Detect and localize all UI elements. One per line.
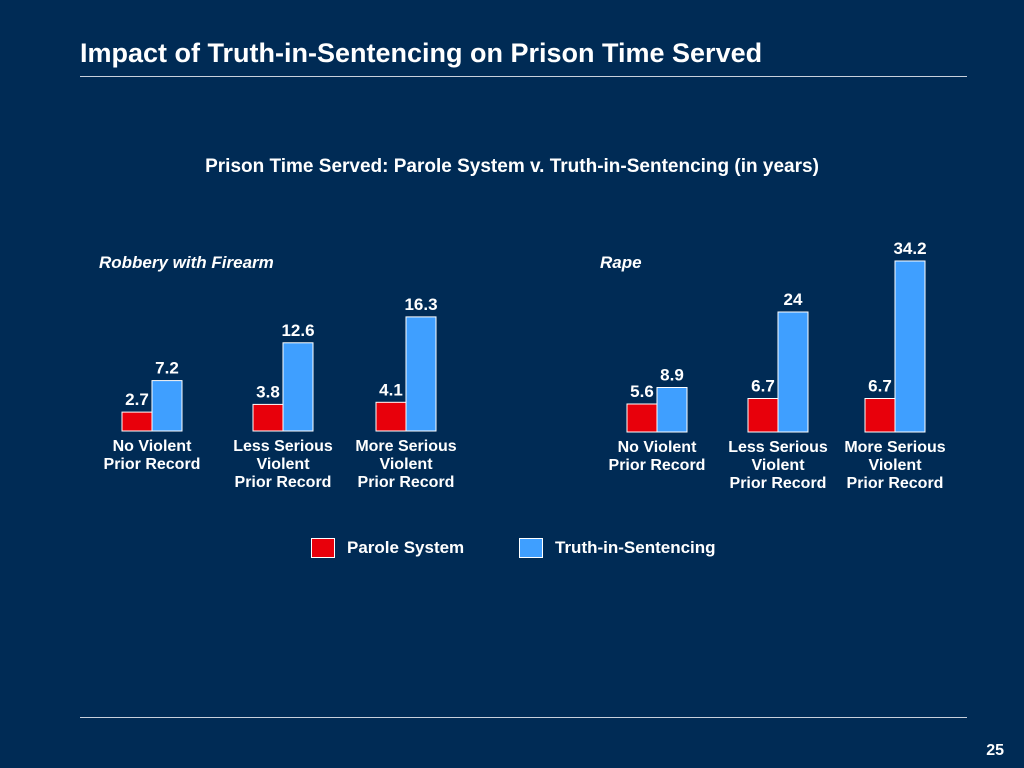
category-label-line: Violent [256,456,310,473]
category-label-line: Prior Record [235,474,332,491]
bar-truth [777,311,809,433]
data-label: 5.6 [630,382,654,401]
legend-swatch-truth [519,538,543,558]
data-label: 6.7 [751,377,775,396]
panel-title: Robbery with Firearm [99,253,274,272]
category-label-line: Violent [379,456,433,473]
bar-truth [282,342,314,432]
slide-title: Impact of Truth-in-Sentencing on Prison … [80,38,763,68]
category-label: No Violent Prior Record [104,438,201,473]
category-label-line: Prior Record [609,457,706,474]
bar-truth [405,316,437,432]
bar-parole [121,411,153,432]
title-divider [80,76,967,77]
bar-parole [747,398,779,433]
category-label-line: No Violent [618,439,697,456]
bar-truth [656,387,688,433]
category-label-line: More Serious [844,439,945,456]
legend-swatch-parole [311,538,335,558]
data-label: 12.6 [281,321,314,340]
legend: Parole System Truth-in-Sentencing [0,538,1024,568]
category-label: More Serious Violent Prior Record [355,438,456,491]
data-label: 4.1 [379,380,403,399]
bar-parole [375,401,407,432]
legend-item-parole: Parole System [311,538,464,558]
page-number: 25 [986,742,1004,759]
data-label: 16.3 [404,295,437,314]
data-label: 3.8 [256,382,280,401]
category-label-line: Prior Record [730,475,827,492]
bar-parole [252,403,284,432]
bar-parole [626,403,658,433]
legend-label-truth: Truth-in-Sentencing [555,538,716,557]
category-label-line: Violent [868,457,922,474]
legend-item-truth: Truth-in-Sentencing [519,538,716,558]
data-label: 8.9 [660,366,684,385]
category-label: No Violent Prior Record [609,439,706,474]
data-label: 6.7 [868,377,892,396]
category-label-line: Violent [751,457,805,474]
category-label: More Serious Violent Prior Record [844,439,945,492]
data-label: 2.7 [125,390,149,409]
legend-label-parole: Parole System [347,538,465,557]
category-label-line: More Serious [355,438,456,455]
bar-truth [151,380,183,432]
bar-parole [864,398,896,433]
category-label: Less Serious Violent Prior Record [233,438,333,491]
category-label: Less Serious Violent Prior Record [728,439,828,492]
data-label: 34.2 [893,239,926,258]
category-label-line: Less Serious [233,438,333,455]
category-label-line: Prior Record [358,474,455,491]
category-label-line: Less Serious [728,439,828,456]
bar-truth [894,260,926,433]
category-label-line: No Violent [113,438,192,455]
category-label-line: Prior Record [104,456,201,473]
chart-title: Prison Time Served: Parole System v. Tru… [205,156,819,177]
footer-divider [80,717,967,718]
panel-title: Rape [600,253,642,272]
data-label: 7.2 [155,359,179,378]
data-label: 24 [784,290,803,309]
category-label-line: Prior Record [847,475,944,492]
